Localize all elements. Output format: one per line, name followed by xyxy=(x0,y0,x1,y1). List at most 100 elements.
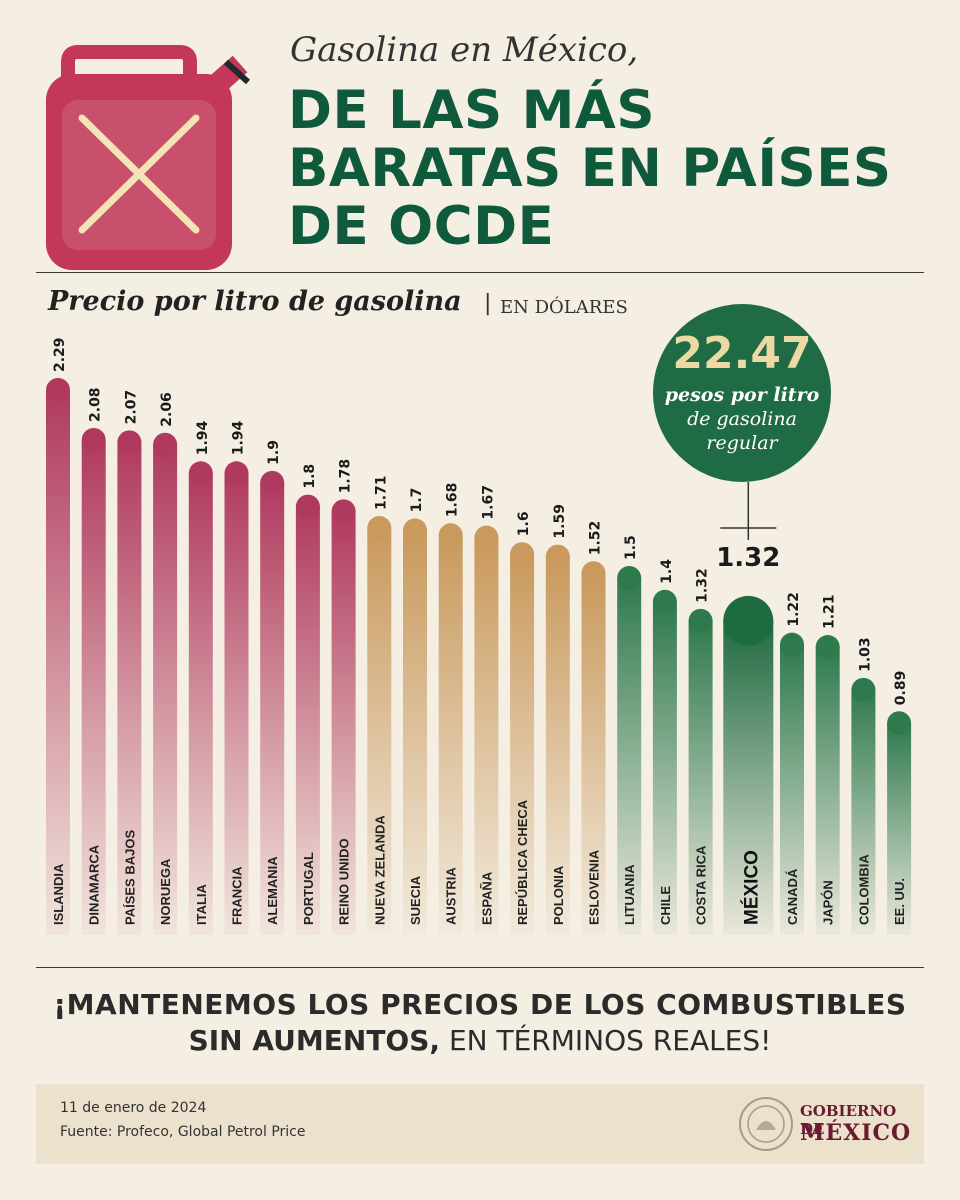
gas-can-icon xyxy=(46,45,251,270)
bar-cap-15 xyxy=(581,561,606,586)
value-label-10: 1.7 xyxy=(409,488,425,513)
headline-subtitle: Gasolina en México, xyxy=(290,30,639,70)
category-label-9: NUEVA ZELANDA xyxy=(372,815,387,925)
bar-23 xyxy=(887,723,912,935)
bar-cap-11 xyxy=(438,523,463,548)
bar-cap-10 xyxy=(403,518,427,543)
value-label-6: 1.9 xyxy=(266,440,282,465)
bar-cap-13 xyxy=(510,542,535,567)
bar-cap-9 xyxy=(367,516,392,541)
bar-8 xyxy=(331,511,356,935)
slogan-line-2: SIN AUMENTOS, EN TÉRMINOS REALES! xyxy=(0,1024,960,1057)
coat-of-arms-icon xyxy=(739,1097,793,1151)
category-label-20: CANADÁ xyxy=(785,868,800,925)
value-label-11: 1.68 xyxy=(445,483,461,518)
bar-cap-16 xyxy=(617,566,642,591)
category-label-1: DINAMARCA xyxy=(87,844,102,925)
value-label-15: 1.52 xyxy=(588,521,604,556)
bar-7 xyxy=(295,506,320,935)
bar-0 xyxy=(46,390,70,935)
bar-cap-8 xyxy=(331,499,356,524)
category-label-13: REPÚBLICA CHECA xyxy=(515,799,530,925)
bar-18 xyxy=(688,620,713,935)
category-label-15: ESLOVENIA xyxy=(587,849,602,925)
category-label-5: FRANCIA xyxy=(230,866,245,925)
bar-12 xyxy=(474,537,499,935)
slogan-line-1: ¡MANTENEMOS LOS PRECIOS DE LOS COMBUSTIB… xyxy=(53,988,907,1021)
bar-20 xyxy=(780,644,804,935)
category-label-22: COLOMBIA xyxy=(856,854,871,925)
value-label-14: 1.59 xyxy=(552,504,568,539)
category-label-23: EE. UU. xyxy=(892,878,907,925)
value-label-2: 2.07 xyxy=(123,390,139,425)
bar-cap-3 xyxy=(153,432,178,457)
value-label-3: 2.06 xyxy=(159,392,175,427)
category-label-3: NORUEGA xyxy=(158,858,173,925)
value-label-5: 1.94 xyxy=(231,420,247,455)
bar-cap-4 xyxy=(188,461,213,486)
bar-cap-12 xyxy=(474,525,499,550)
category-label-17: CHILE xyxy=(658,886,673,925)
value-label-23: 0.89 xyxy=(893,671,909,706)
bar-cap-23 xyxy=(887,711,912,736)
bar-16 xyxy=(617,578,642,935)
value-label-16: 1.5 xyxy=(623,535,639,560)
bar-6 xyxy=(260,482,285,935)
callout-line-2: de gasolina xyxy=(687,408,797,430)
bar-2 xyxy=(117,442,142,935)
bar-4 xyxy=(188,473,213,935)
value-label-17: 1.4 xyxy=(659,559,675,584)
bar-cap-19 xyxy=(723,595,774,646)
category-label-16: LITUANIA xyxy=(622,864,637,925)
headline-title-line-1: DE LAS MÁS xyxy=(288,80,655,141)
bar-cap-21 xyxy=(815,635,840,660)
headline-title-line-2: BARATAS EN PAÍSES xyxy=(288,138,892,199)
category-label-12: ESPAÑA xyxy=(479,871,494,925)
bar-1 xyxy=(81,439,106,935)
bar-9 xyxy=(367,528,392,935)
bar-cap-1 xyxy=(81,427,106,452)
category-label-21: JAPÓN xyxy=(821,880,836,925)
bar-cap-17 xyxy=(652,589,677,614)
category-label-0: ISLANDIA xyxy=(51,863,66,925)
mexico-price-callout: 22.47 pesos por litro de gasolina regula… xyxy=(653,304,831,482)
value-label-13: 1.6 xyxy=(516,511,532,536)
callout-line-3: regular xyxy=(706,432,778,454)
value-label-9: 1.71 xyxy=(373,475,389,510)
category-label-14: POLONIA xyxy=(551,865,566,925)
chart-unit-label: EN DÓLARES xyxy=(500,297,628,318)
gov-name-line-2: MÉXICO xyxy=(800,1120,912,1146)
bar-cap-22 xyxy=(851,677,876,702)
bar-14 xyxy=(545,556,570,935)
bar-cap-7 xyxy=(295,494,320,519)
slogan-line-2-bold: SIN AUMENTOS, xyxy=(188,1024,441,1057)
bar-11 xyxy=(438,535,463,935)
top-divider xyxy=(36,272,924,273)
bar-cap-5 xyxy=(224,461,249,486)
bar-15 xyxy=(581,573,606,935)
bar-22 xyxy=(851,689,876,935)
value-label-12: 1.67 xyxy=(480,485,496,520)
category-label-11: AUSTRIA xyxy=(444,867,459,925)
value-label-1: 2.08 xyxy=(88,387,104,422)
value-label-20: 1.22 xyxy=(786,592,802,627)
value-label-22: 1.03 xyxy=(857,637,873,672)
footer: 11 de enero de 2024 Fuente: Profeco, Glo… xyxy=(36,1084,924,1164)
headline-title-line-3: DE OCDE xyxy=(288,196,555,257)
bar-19 xyxy=(723,620,774,935)
category-label-10: SUECIA xyxy=(408,875,423,925)
bar-21 xyxy=(815,647,840,935)
value-label-18: 1.32 xyxy=(695,568,711,603)
bar-cap-2 xyxy=(117,430,142,455)
value-label-8: 1.78 xyxy=(338,459,354,494)
category-label-7: PORTUGAL xyxy=(301,852,316,925)
bar-13 xyxy=(510,554,535,935)
callout-line-1: pesos por litro xyxy=(664,384,820,406)
slogan-line-2-rest: EN TÉRMINOS REALES! xyxy=(440,1024,772,1057)
category-label-4: ITALIA xyxy=(194,883,209,925)
bar-cap-20 xyxy=(780,632,804,657)
bottom-divider xyxy=(36,967,924,968)
footer-source: Fuente: Profeco, Global Petrol Price xyxy=(60,1124,306,1140)
bar-chart: 2.29 ISLANDIA 2.08 DINAMARCA 2.07 PAÍSES BAJO… xyxy=(46,337,912,935)
